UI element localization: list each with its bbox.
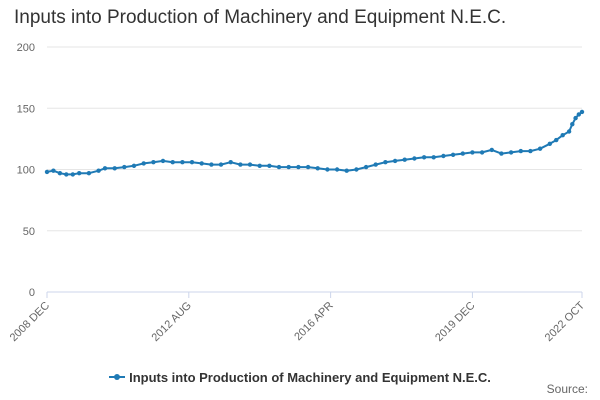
x-tick-label: 2016 APR xyxy=(292,300,336,344)
data-point[interactable] xyxy=(566,129,572,134)
data-point[interactable] xyxy=(228,160,233,165)
data-point[interactable] xyxy=(86,171,92,176)
data-point[interactable] xyxy=(122,164,127,170)
data-point[interactable] xyxy=(96,168,101,173)
data-point[interactable] xyxy=(537,146,543,151)
data-point[interactable] xyxy=(180,160,185,165)
data-point[interactable] xyxy=(441,153,446,159)
data-point[interactable] xyxy=(528,148,533,154)
data-point[interactable] xyxy=(392,158,398,164)
data-point[interactable] xyxy=(570,122,575,127)
data-point[interactable] xyxy=(508,150,514,155)
data-point[interactable] xyxy=(238,162,243,167)
data-point[interactable] xyxy=(112,166,117,171)
data-point[interactable] xyxy=(402,157,407,162)
data-point[interactable] xyxy=(102,166,108,171)
data-point[interactable] xyxy=(160,158,166,164)
y-tick-label: 0 xyxy=(29,287,35,299)
y-tick-label: 100 xyxy=(17,165,35,177)
data-point[interactable] xyxy=(199,161,204,166)
y-axis: 0 50 100 150 200 xyxy=(17,42,35,299)
data-point[interactable] xyxy=(489,147,494,153)
data-point[interactable] xyxy=(450,152,456,157)
data-point[interactable] xyxy=(170,160,175,165)
data-point[interactable] xyxy=(51,168,56,173)
data-point[interactable] xyxy=(141,161,146,166)
data-point[interactable] xyxy=(296,164,301,170)
series-layer xyxy=(44,109,585,177)
y-tick-label: 50 xyxy=(23,226,35,238)
data-point[interactable] xyxy=(573,115,578,121)
data-point[interactable] xyxy=(305,164,311,170)
data-point[interactable] xyxy=(189,160,195,165)
y-tick-label: 150 xyxy=(17,103,35,115)
legend-label: Inputs into Production of Machinery and … xyxy=(129,369,491,385)
x-tick-label: 2012 AUG xyxy=(150,300,194,344)
legend: Inputs into Production of Machinery and … xyxy=(0,366,600,385)
data-point[interactable] xyxy=(334,167,340,172)
data-point[interactable] xyxy=(547,141,552,146)
data-point[interactable] xyxy=(460,151,465,156)
data-point[interactable] xyxy=(518,148,523,154)
data-point[interactable] xyxy=(354,167,359,172)
series-line xyxy=(46,111,583,176)
data-point[interactable] xyxy=(344,168,349,173)
data-point[interactable] xyxy=(421,155,427,160)
y-tick-label: 200 xyxy=(17,42,35,54)
data-point[interactable] xyxy=(412,156,417,161)
data-point[interactable] xyxy=(315,166,320,171)
data-point[interactable] xyxy=(479,150,485,155)
legend-item[interactable]: Inputs into Production of Machinery and … xyxy=(109,370,491,385)
data-point[interactable] xyxy=(579,109,585,115)
data-point[interactable] xyxy=(560,133,565,138)
data-point[interactable] xyxy=(554,137,559,143)
x-axis-ticks: 2008 DEC 2012 AUG 2016 APR 2019 DEC 2022 OCT xyxy=(8,292,588,344)
x-tick-label: 2022 OCT xyxy=(543,299,588,344)
data-point[interactable] xyxy=(499,151,504,156)
data-point[interactable] xyxy=(470,150,475,155)
data-point[interactable] xyxy=(257,163,262,168)
data-point[interactable] xyxy=(325,167,330,172)
source-label: Source: xyxy=(546,382,588,396)
data-point[interactable] xyxy=(276,164,282,170)
data-point[interactable] xyxy=(209,162,214,167)
data-point[interactable] xyxy=(373,162,378,167)
data-point[interactable] xyxy=(247,162,253,167)
x-tick-label: 2008 DEC xyxy=(8,300,52,344)
chart-title: Inputs into Production of Machinery and … xyxy=(14,7,507,28)
data-point[interactable] xyxy=(267,163,272,168)
x-tick-label: 2019 DEC xyxy=(433,300,477,344)
data-point[interactable] xyxy=(576,112,581,117)
data-point[interactable] xyxy=(363,164,369,170)
data-point[interactable] xyxy=(57,171,63,176)
data-point[interactable] xyxy=(286,164,291,170)
data-point[interactable] xyxy=(151,160,156,165)
gridlines xyxy=(47,46,582,232)
data-point[interactable] xyxy=(218,162,224,167)
data-point[interactable] xyxy=(383,160,388,165)
data-point[interactable] xyxy=(431,155,436,160)
legend-swatch xyxy=(109,374,126,380)
data-point[interactable] xyxy=(70,172,76,177)
data-point[interactable] xyxy=(77,171,82,176)
data-point[interactable] xyxy=(64,172,69,177)
data-point[interactable] xyxy=(131,163,137,168)
data-point[interactable] xyxy=(44,169,50,175)
